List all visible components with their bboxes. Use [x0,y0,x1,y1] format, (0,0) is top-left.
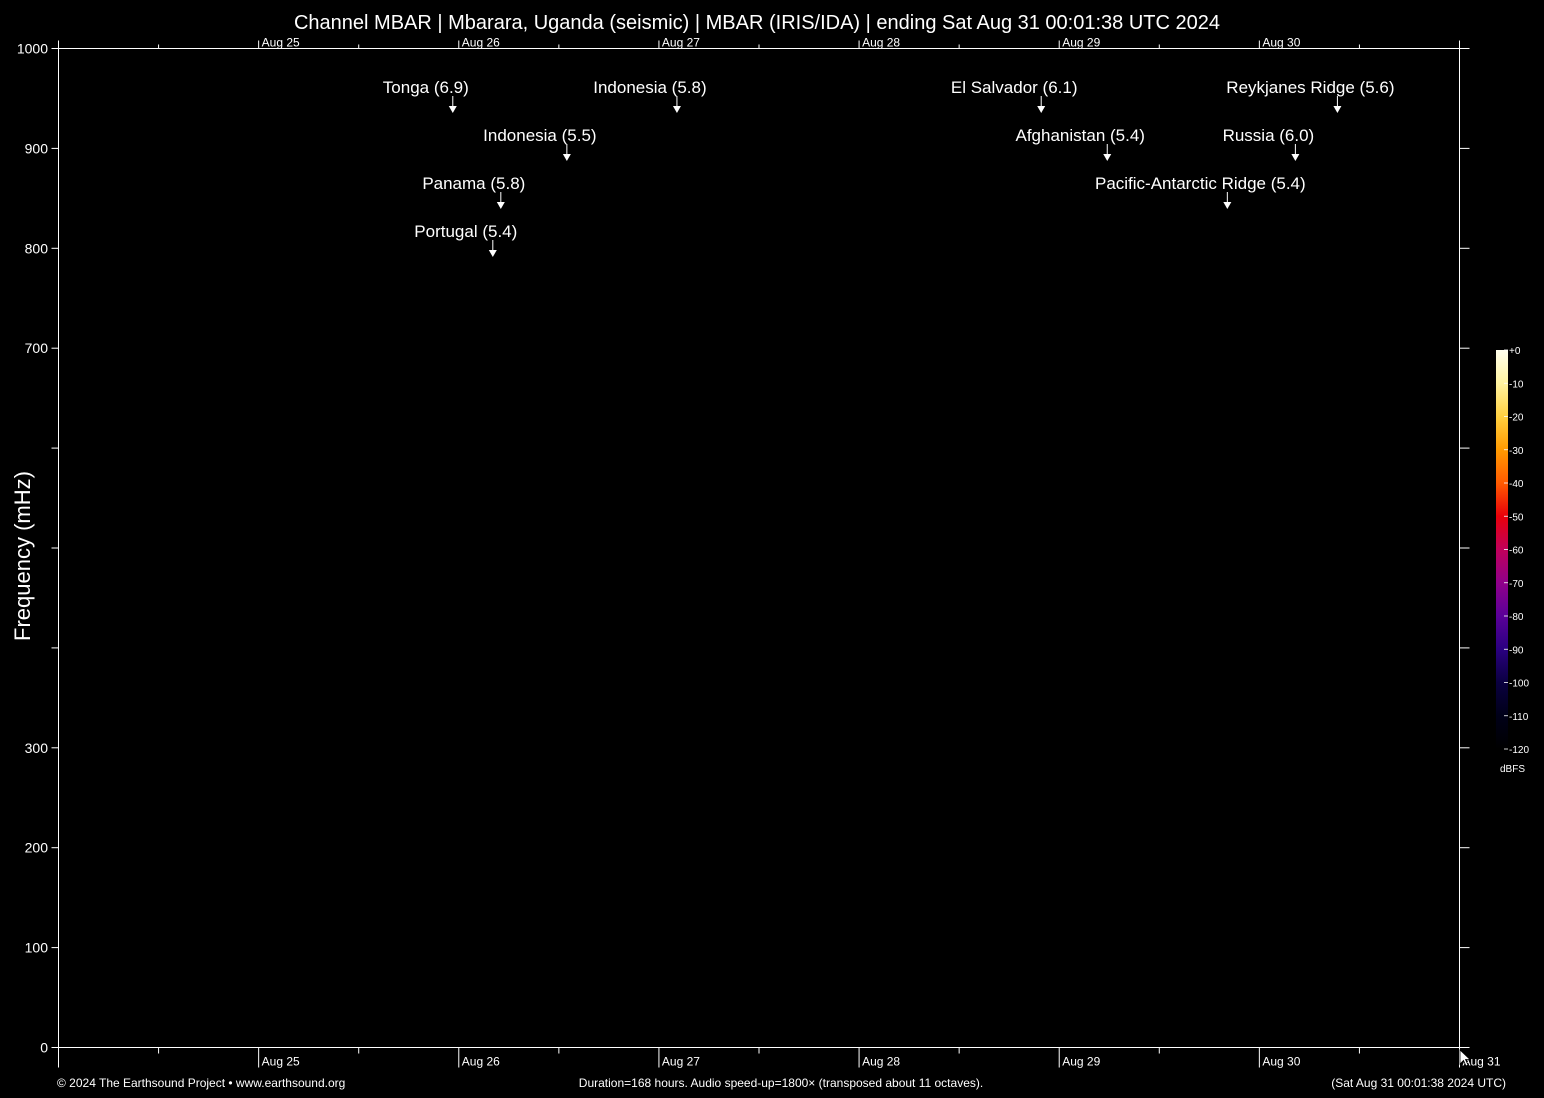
earthquake-event-markers: Tonga (6.9) Indonesia (5.8) El Salvador (6… [383,78,1395,257]
x-axis: Aug 25 Aug 25 Aug 26 Aug 26 Aug 27 Aug 27 Aug … [58,36,1501,1069]
event-marker: Russia (6.0) [1223,126,1315,161]
colorbar-tick-label: -90 [1509,645,1524,656]
event-marker: Indonesia (5.5) [483,126,597,161]
event-arrow-head [562,154,571,161]
colorbar-unit-label: dBFS [1500,764,1525,775]
event-arrow-head [672,106,681,113]
footer-timestamp: (Sat Aug 31 00:01:38 2024 UTC) [1331,1076,1506,1090]
event-marker: Panama (5.8) [422,174,525,209]
colorbar-tick-label: -40 [1509,479,1524,490]
colorbar-tick-label: -80 [1509,612,1524,623]
event-marker: Indonesia (5.8) [593,78,707,113]
event-arrow-head [1291,154,1300,161]
x-tick-label-top: Aug 30 [1262,36,1300,50]
x-tick-label-bottom: Aug 27 [662,1055,700,1069]
footer-duration: Duration=168 hours. Audio speed-up=1800×… [579,1076,983,1090]
event-arrow-head [1333,106,1342,113]
y-tick-label: 700 [25,340,49,356]
event-label: Panama (5.8) [422,174,525,193]
x-tick-label-top: Aug 27 [662,36,700,50]
x-tick-label-bottom: Aug 29 [1062,1055,1100,1069]
y-axis-label: Frequency (mHz) [10,471,35,641]
x-tick-label-bottom: Aug 25 [262,1055,300,1069]
y-tick-label: 300 [25,740,49,756]
event-marker: Tonga (6.9) [383,78,469,113]
x-tick-label-top: Aug 29 [1062,36,1100,50]
colorbar-tick-label: -10 [1509,379,1524,390]
colorbar-tick-label: -110 [1509,712,1529,723]
y-tick-label: 200 [25,840,49,856]
event-label: El Salvador (6.1) [951,78,1078,97]
event-arrow-head [1103,154,1112,161]
y-axis: 0 100 200 300 700 800 900 1000 [17,41,1470,1056]
x-tick-label-bottom: Aug 28 [862,1055,900,1069]
event-arrow-head [448,106,457,113]
x-tick-label-top: Aug 28 [862,36,900,50]
event-label: Portugal (5.4) [414,222,517,241]
footer-copyright: © 2024 The Earthsound Project • www.eart… [57,1076,345,1090]
colorbar-tick-label: +0 [1509,346,1521,357]
event-label: Pacific-Antarctic Ridge (5.4) [1095,174,1306,193]
event-marker: El Salvador (6.1) [951,78,1078,113]
event-label: Indonesia (5.8) [593,78,706,97]
y-tick-label: 100 [25,940,49,956]
y-tick-label: 800 [25,240,49,256]
y-tick-label: 0 [40,1040,48,1056]
event-arrow-head [1037,106,1046,113]
colorbar-tick-label: -120 [1509,745,1529,756]
colorbar-tick-label: -100 [1509,679,1529,690]
x-tick-label-top: Aug 26 [462,36,500,50]
event-label: Tonga (6.9) [383,78,469,97]
event-marker: Reykjanes Ridge (5.6) [1226,78,1395,113]
event-marker: Pacific-Antarctic Ridge (5.4) [1095,174,1306,209]
mouse-cursor-icon [1459,1049,1472,1067]
x-tick-label-bottom: Aug 31 [1463,1055,1501,1069]
event-arrow-head [496,202,505,209]
event-label: Russia (6.0) [1223,126,1315,145]
y-tick-label: 1000 [17,41,48,57]
colorbar-legend: +0 -10 -20 -30 -40 -50 -60 -70 -80 -90 -100 -110 -12… [1496,346,1529,775]
colorbar-tick-label: -50 [1509,512,1524,523]
colorbar-tick-label: -30 [1509,446,1524,457]
event-marker: Portugal (5.4) [414,222,517,257]
event-arrow-head [1223,202,1232,209]
colorbar-tick-label: -60 [1509,546,1524,557]
x-tick-label-bottom: Aug 26 [462,1055,500,1069]
y-tick-label: 900 [25,140,49,156]
event-label: Afghanistan (5.4) [1016,126,1145,145]
event-marker: Afghanistan (5.4) [1016,126,1145,161]
colorbar-tick-label: -70 [1509,579,1524,590]
event-label: Indonesia (5.5) [483,126,596,145]
x-tick-label-top: Aug 25 [262,36,300,50]
x-tick-label-bottom: Aug 30 [1262,1055,1300,1069]
event-label: Reykjanes Ridge (5.6) [1226,78,1394,97]
event-arrow-head [488,250,497,257]
chart-title: Channel MBAR | Mbarara, Uganda (seismic)… [294,12,1220,34]
colorbar-tick-label: -20 [1509,413,1524,424]
